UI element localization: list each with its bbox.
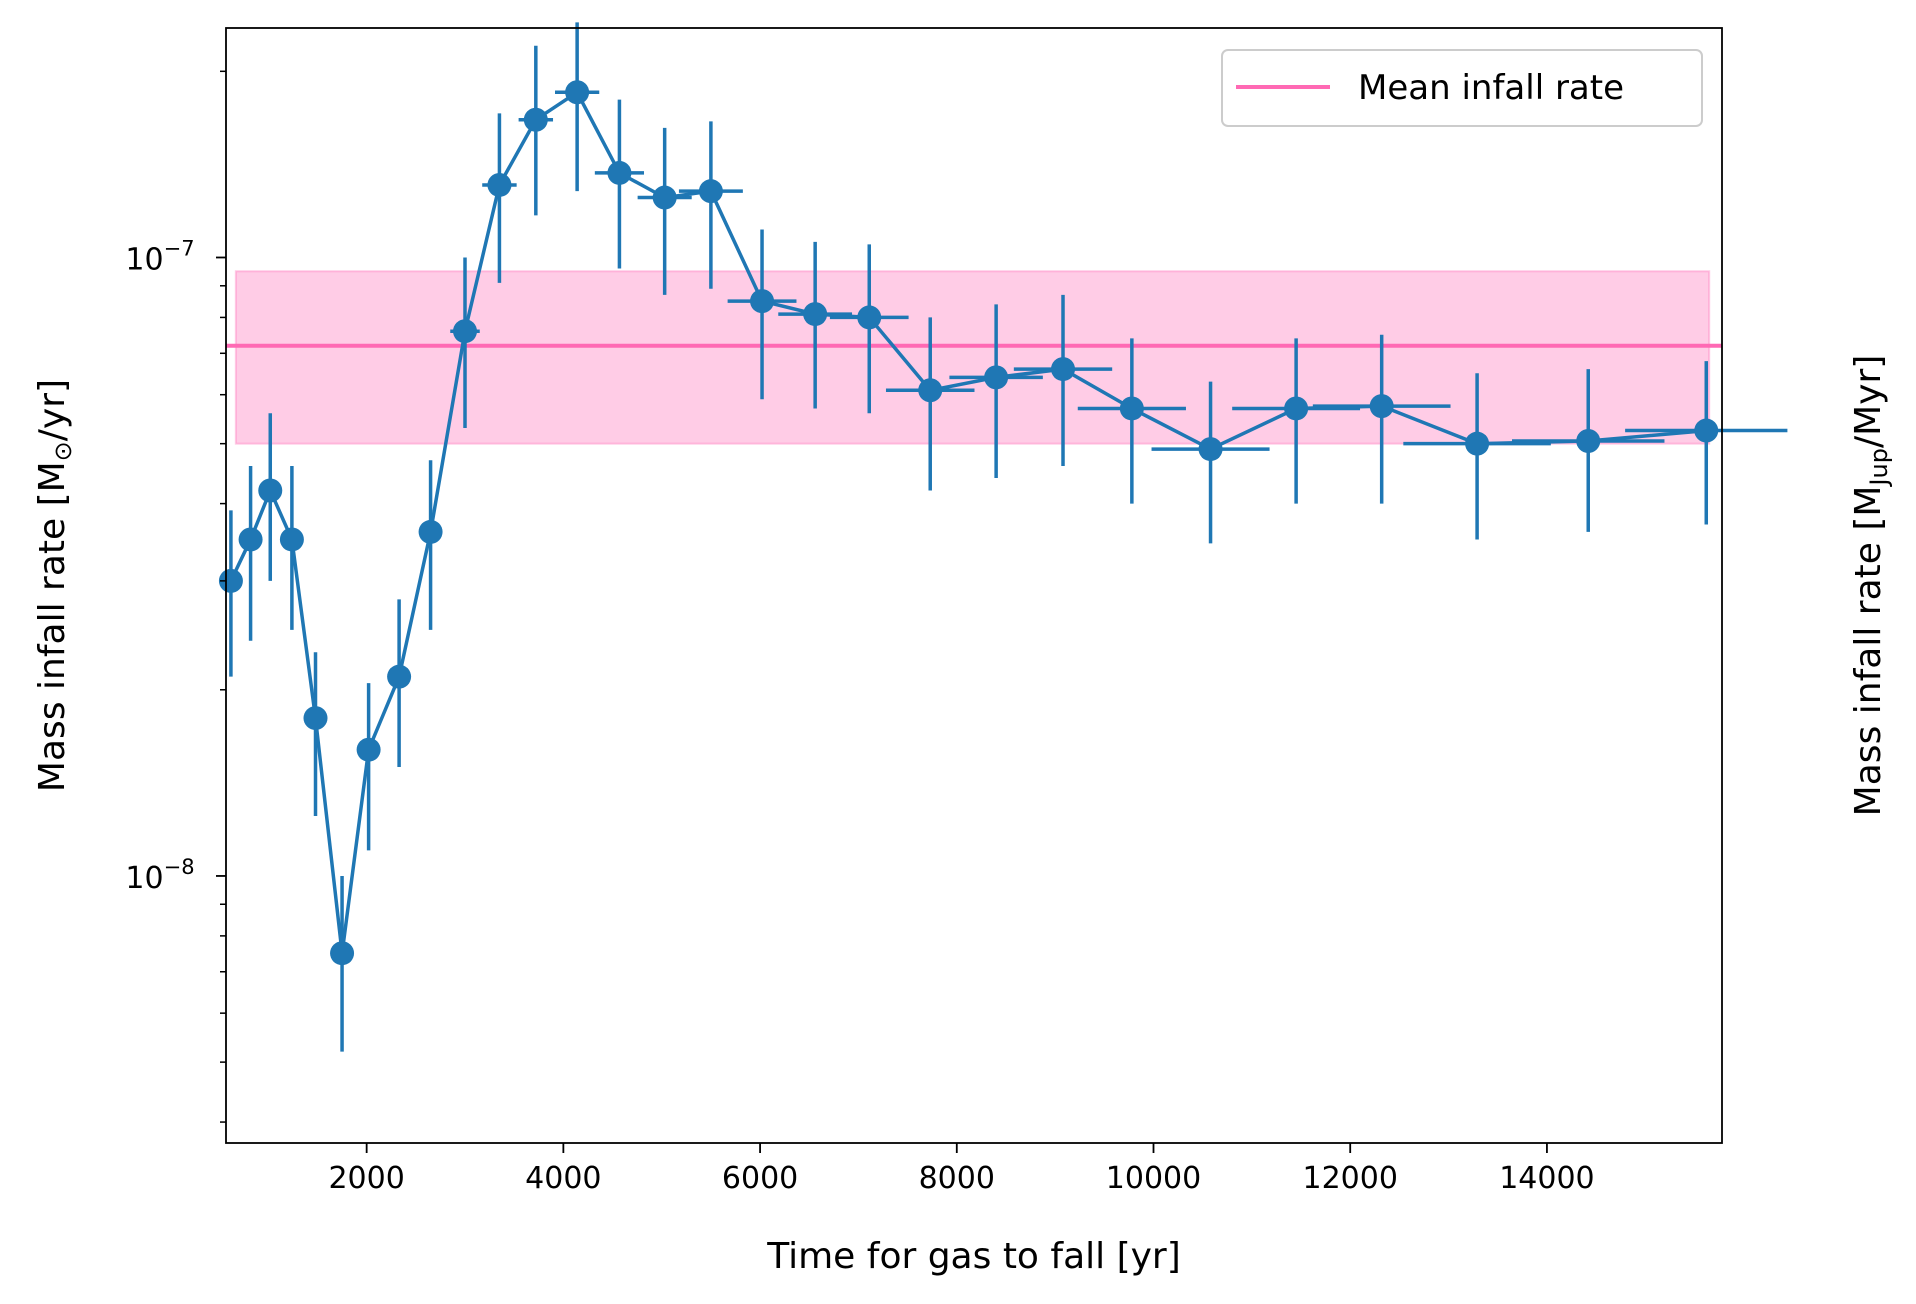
data-point [607,160,632,185]
data-point [1465,431,1490,456]
x-axis-label: Time for gas to fall [yr] [766,1236,1181,1277]
data-point [523,107,548,132]
legend-label-mean: Mean infall rate [1358,68,1624,108]
y-axis-label-left: Mass infall rate [M⊙/yr] [32,379,77,792]
data-point [1576,428,1601,453]
data-point [303,706,328,731]
data-point [1198,437,1223,462]
plot-frame [225,27,1723,1144]
y-axis-label-left-base: Mass infall rate [M [32,461,73,792]
legend: Mean infall rate [1221,49,1703,127]
data-point [330,941,355,966]
data-point [238,527,263,552]
mean-band-layer [226,270,1722,445]
x-tick-label: 8000 [919,1161,995,1196]
data-point [1369,394,1394,419]
data-point [487,172,512,197]
data-point [565,80,590,105]
x-tick-label: 4000 [525,1161,601,1196]
mean-band [234,270,1711,445]
data-point [750,289,775,314]
data-point [1694,418,1719,443]
y-tick-label-left: 10−7 [125,236,194,277]
y-axis-label-left-tail: /yr] [32,379,73,441]
data-point [453,319,478,344]
x-tick-label: 6000 [722,1161,798,1196]
data-point [803,302,828,327]
data-point [918,378,943,403]
y-axis-label-right-sub: Jup [1865,448,1893,488]
y-axis-label-right-tail: /Myr] [1848,355,1889,448]
data-point [258,478,283,503]
x-tick-label: 12000 [1302,1161,1397,1196]
data-point [1051,357,1076,382]
data-point [698,179,723,204]
data-point [857,305,882,330]
data-point [279,527,304,552]
data-point [1119,396,1144,421]
data-point [418,519,443,544]
y-axis-label-right-base: Mass infall rate [M [1848,486,1889,817]
data-layer [218,22,1788,1052]
data-point [984,365,1009,390]
y-axis-label-right: Mass infall rate [MJup/Myr] [1848,355,1893,817]
axes-layer: 200040006000800010000120001400010−810−71… [125,70,1595,1196]
x-tick-label: 10000 [1106,1161,1201,1196]
data-point [356,737,381,762]
series-line [229,89,1707,954]
x-tick-label: 2000 [328,1161,404,1196]
y-tick-label-left: 10−8 [125,855,194,896]
data-point [652,185,677,210]
legend-box [1221,49,1703,127]
data-point [218,568,243,593]
y-axis-label-left-sub: ⊙ [49,441,77,461]
data-point [387,664,412,689]
data-point [1284,396,1309,421]
x-tick-label: 14000 [1499,1161,1594,1196]
